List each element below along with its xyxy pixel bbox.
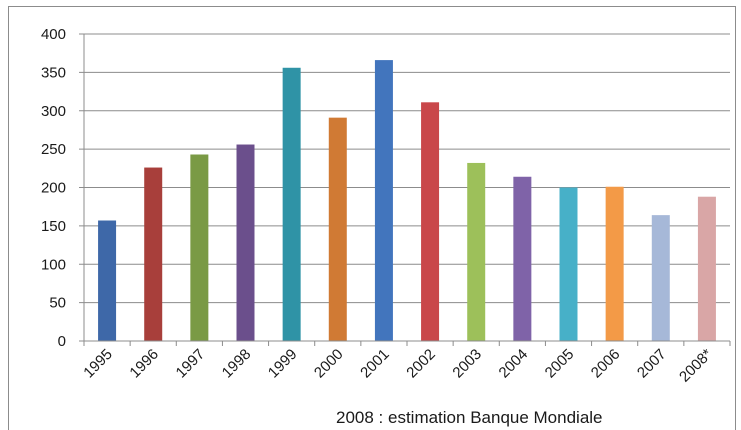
bar-1998 <box>236 144 255 341</box>
bar-2004 <box>513 176 532 341</box>
y-tick-label: 100 <box>41 256 66 273</box>
bar-2005 <box>559 187 578 341</box>
x-tick-label: 2007 <box>634 346 670 382</box>
x-tick-label: 2008* <box>676 346 716 386</box>
bar-2002 <box>421 102 440 342</box>
chart-frame <box>8 6 736 430</box>
bar-1996 <box>144 167 163 341</box>
bar-2006 <box>605 186 624 341</box>
gridlines <box>84 33 730 304</box>
y-tick-label: 0 <box>58 333 66 350</box>
footnote: 2008 : estimation Banque Mondiale <box>336 408 603 427</box>
x-tick-label: 1995 <box>80 346 116 382</box>
y-tick-label: 250 <box>41 141 66 158</box>
bar-1999 <box>282 67 301 342</box>
x-axis: 1995 1996 1997 1998 1999 2000 2001 2002 2003 2004… <box>80 340 731 386</box>
x-tick-label: 2004 <box>496 346 532 382</box>
x-tick-label: 2005 <box>542 346 578 382</box>
x-tick-label: 1997 <box>173 346 209 382</box>
x-tick-label: 2002 <box>403 346 439 382</box>
bar-2007 <box>651 215 670 341</box>
bar-2000 <box>328 117 347 341</box>
x-tick-label: 1998 <box>219 346 255 382</box>
y-tick-label: 200 <box>41 180 66 197</box>
x-tick-label: 2000 <box>311 346 347 382</box>
bar-1997 <box>190 154 209 341</box>
x-tick-label: 2003 <box>449 346 485 382</box>
y-axis: 0 50 100 150 200 250 300 350 400 <box>41 26 85 350</box>
y-tick-label: 350 <box>41 64 66 81</box>
y-tick-label: 50 <box>49 295 66 312</box>
bars <box>98 60 716 342</box>
bar-2003 <box>467 162 486 341</box>
x-tick-label: 1996 <box>126 346 162 382</box>
bar-2008* <box>697 196 716 341</box>
y-tick-label: 150 <box>41 218 66 235</box>
y-tick-label: 300 <box>41 103 66 120</box>
bar-2001 <box>374 60 393 341</box>
x-tick-label: 2001 <box>357 346 393 382</box>
x-tick-label: 2006 <box>588 346 624 382</box>
y-tick-label: 400 <box>41 26 66 43</box>
x-tick-label: 1999 <box>265 346 301 382</box>
bar-1995 <box>98 220 117 341</box>
